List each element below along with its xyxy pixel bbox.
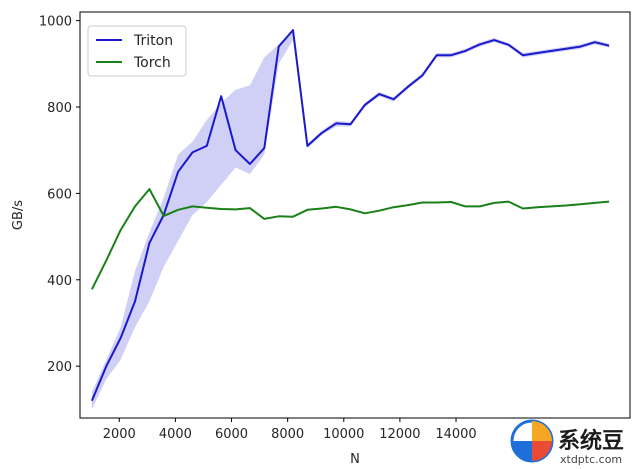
y-tick-label-600: 600 [47, 187, 72, 202]
x-tick-label-6000: 6000 [215, 427, 248, 442]
series-lines [90, 29, 610, 402]
x-tick-label-2000: 2000 [103, 427, 136, 442]
y-tick-label-1000: 1000 [39, 15, 72, 30]
series-line-triton [90, 29, 610, 402]
confidence-bands [91, 29, 610, 410]
x-tick-label-10000: 10000 [323, 427, 364, 442]
legend: Triton Torch [87, 25, 187, 77]
watermark-logo-icon [510, 419, 554, 463]
x-axis-label: N [350, 452, 360, 467]
watermark-name: 系统豆 [558, 428, 624, 454]
plot-area [79, 11, 631, 419]
watermark-url: xtdptc.com [560, 453, 622, 466]
band-triton [91, 29, 610, 410]
x-tick-label-12000: 12000 [379, 427, 420, 442]
legend-box [87, 25, 187, 77]
legend-label-torch: Torch [133, 55, 171, 71]
plot-frame [79, 11, 631, 419]
series-line-torch [91, 188, 610, 290]
y-axis-label: GB/s [11, 200, 26, 230]
y-tick-label-200: 200 [47, 360, 72, 375]
y-tick-label-800: 800 [47, 101, 72, 116]
y-axis: 200 400 600 800 1000 [39, 15, 80, 375]
x-tick-label-8000: 8000 [271, 427, 304, 442]
x-axis: 2000 4000 6000 8000 10000 12000 14000 [103, 418, 477, 442]
watermark: 系统豆 xtdptc.com [510, 419, 624, 466]
y-tick-label-400: 400 [47, 274, 72, 289]
x-tick-label-14000: 14000 [435, 427, 476, 442]
legend-label-triton: Triton [133, 33, 173, 49]
x-tick-label-4000: 4000 [159, 427, 192, 442]
